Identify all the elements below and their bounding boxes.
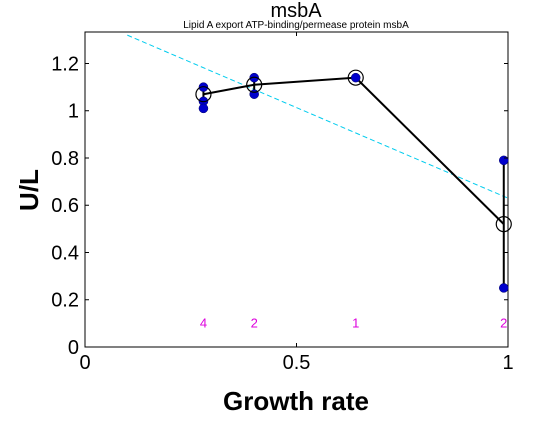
x-tick-label: 1 — [502, 352, 513, 374]
count-label: 1 — [352, 315, 359, 330]
trend-line — [127, 34, 509, 199]
data-point — [350, 72, 361, 83]
mean-line — [203, 76, 505, 225]
data-point — [499, 283, 509, 293]
chart-title: msbA — [270, 0, 322, 22]
chart-subtitle: Lipid A export ATP-binding/permease prot… — [183, 20, 409, 31]
y-tick-label: 0.6 — [51, 195, 79, 217]
y-tick-label: 0.4 — [51, 242, 79, 264]
count-label: 4 — [200, 315, 207, 330]
trend-layer — [127, 34, 509, 199]
mean-marker — [195, 86, 212, 103]
plot-area — [84, 31, 509, 348]
count-label: 2 — [251, 315, 258, 330]
means-layer — [195, 69, 512, 233]
x-tick-label: 0 — [79, 352, 90, 374]
data-point — [198, 103, 209, 114]
mean-marker — [246, 76, 263, 93]
y-tick-label: 1.2 — [51, 53, 79, 75]
x-axis-label: Growth rate — [223, 386, 369, 416]
x-tick-label: 0.5 — [283, 352, 311, 374]
x-axis-ticks: 0 0.5 1 — [79, 32, 514, 374]
y-tick-label: 0.2 — [51, 290, 79, 312]
y-axis-ticks: 0 0.2 0.4 0.6 0.8 1 1.2 — [51, 53, 508, 359]
mean-marker — [495, 216, 512, 233]
count-labels-layer: 4 2 1 2 — [200, 315, 508, 330]
y-axis-label: U/L — [14, 169, 44, 211]
y-tick-label: 0 — [68, 337, 79, 359]
data-point — [499, 155, 509, 166]
mean-marker — [347, 69, 364, 86]
y-tick-label: 0.8 — [51, 148, 79, 170]
y-tick-label: 1 — [68, 101, 79, 123]
mean-line-layer — [203, 76, 505, 225]
count-label: 2 — [500, 315, 507, 330]
